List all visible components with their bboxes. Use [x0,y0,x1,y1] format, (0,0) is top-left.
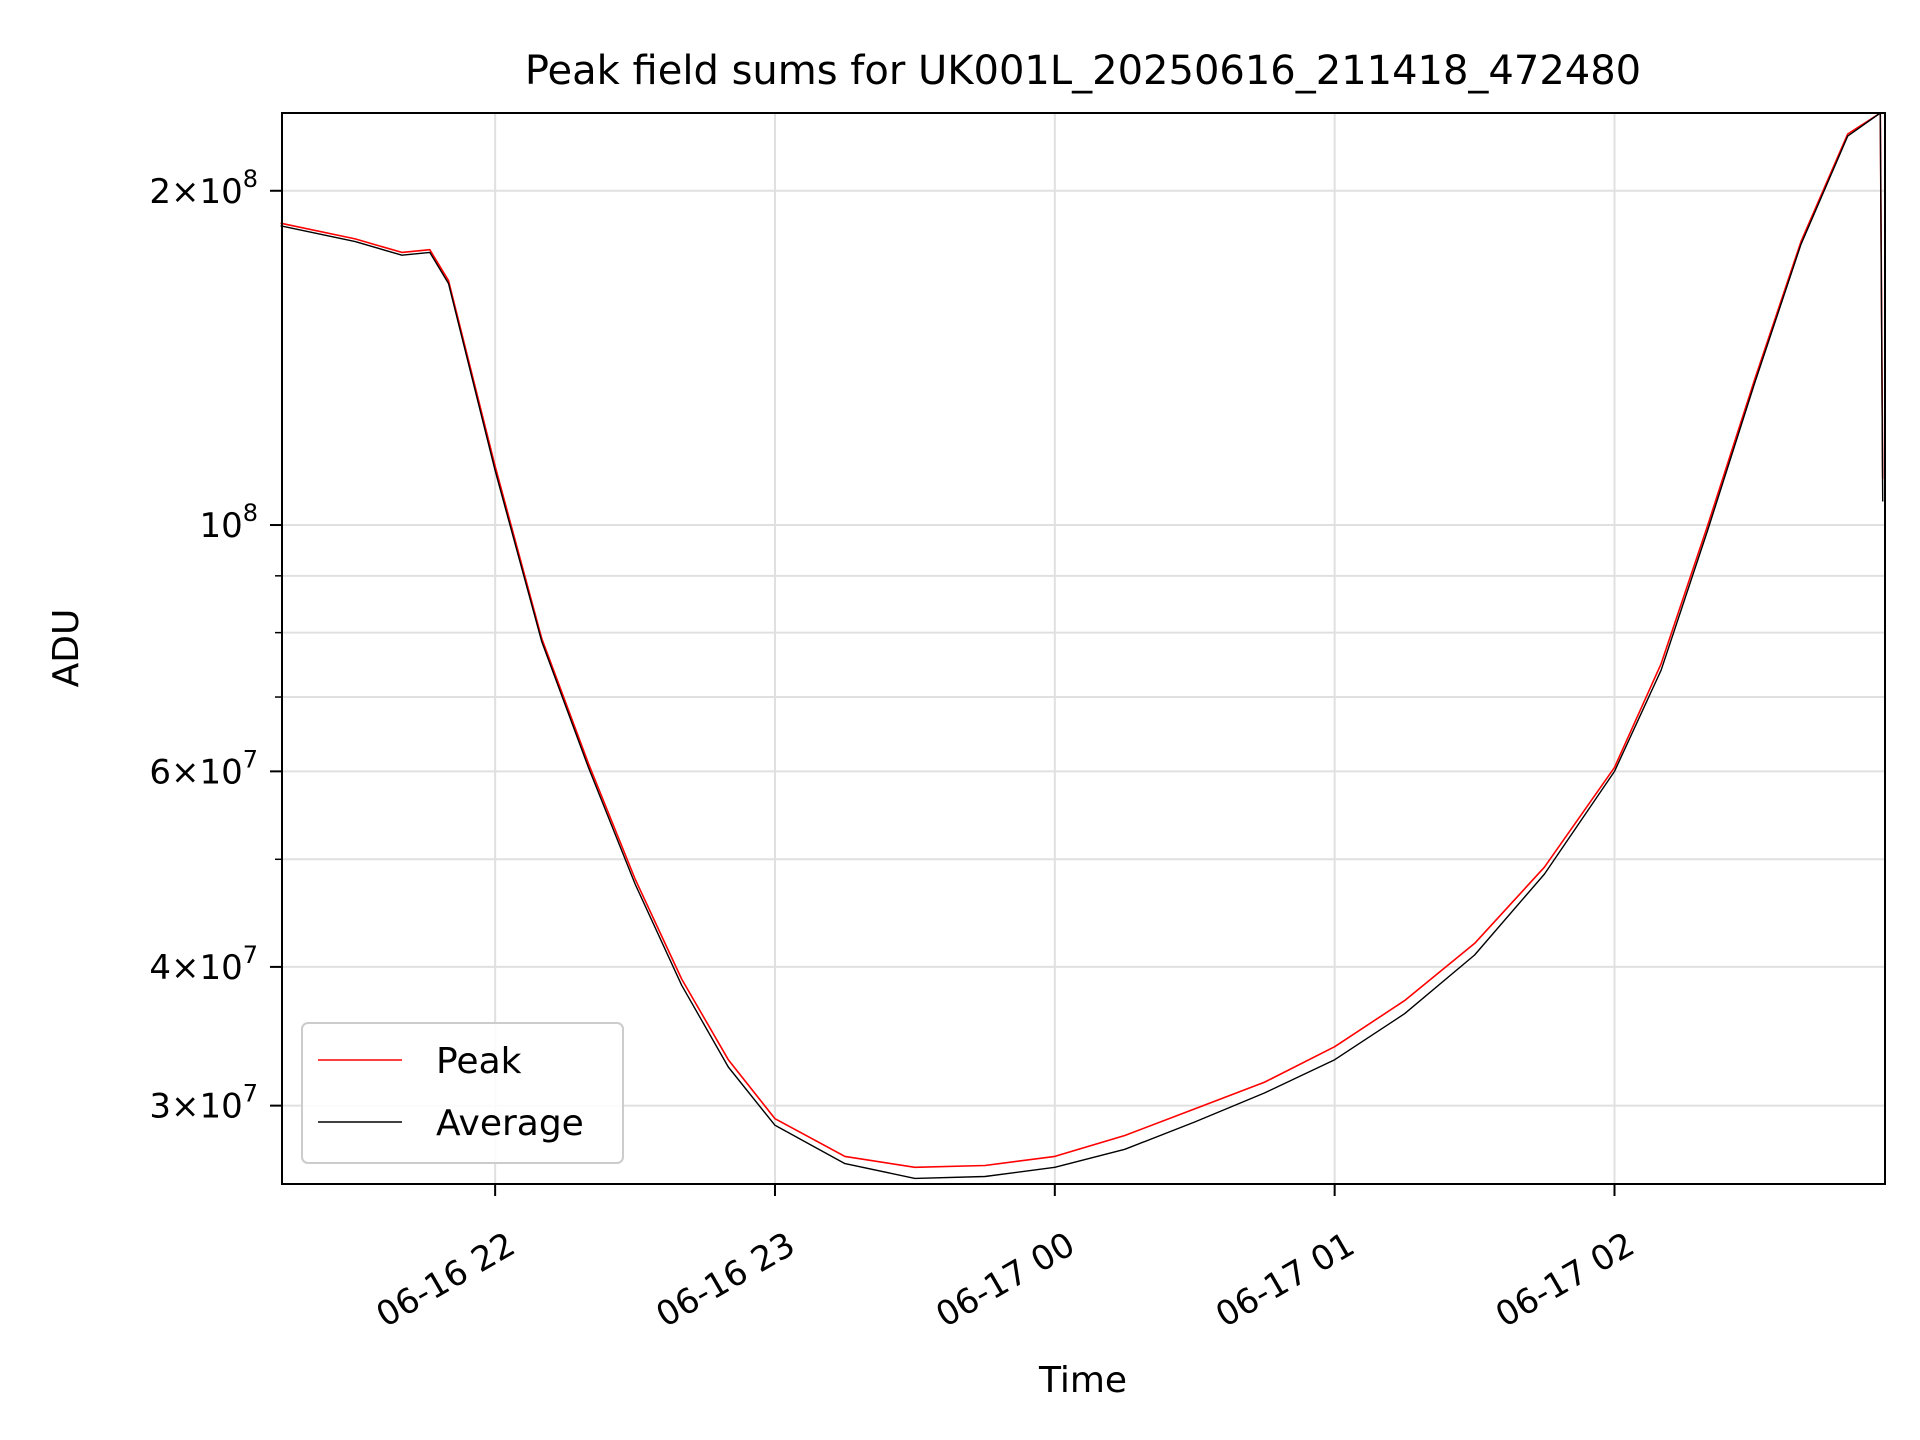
y-tick-label: 3×107 [149,1080,258,1127]
y-tick-label: 108 [199,499,258,546]
y-axis-label: ADU [46,609,87,688]
x-axis-label: Time [1038,1360,1127,1401]
legend-box [301,1022,624,1164]
grid [282,113,1885,1184]
plot-frame [281,112,1886,1185]
series-group [280,112,1884,1180]
legend: Peak Average [301,1022,624,1164]
y-tick-label: 6×107 [149,745,258,792]
series-line-average [280,112,1884,1180]
y-tick-label: 2×108 [149,165,258,212]
legend-average-label: Average [436,1103,584,1144]
series-line-peak [280,112,1884,1169]
chart-title: Peak field sums for UK001L_20250616_2114… [525,48,1641,94]
legend-peak-label: Peak [436,1041,522,1082]
y-tick-label: 4×107 [149,941,258,988]
